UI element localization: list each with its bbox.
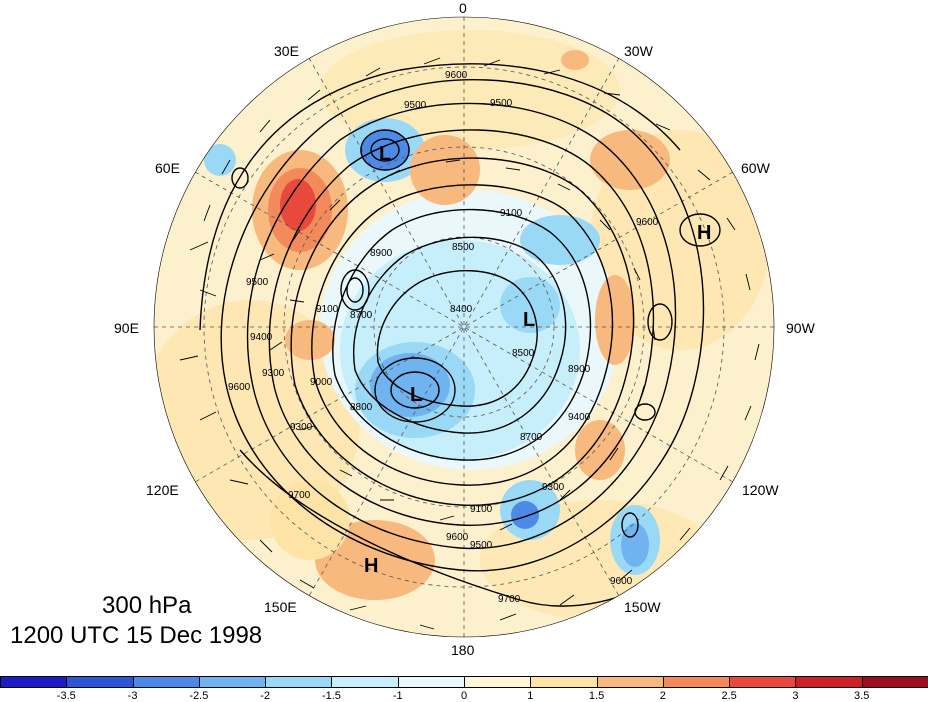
colorbar-tick-label: 3.5 <box>854 690 870 702</box>
contour-label: 8700 <box>350 310 373 321</box>
colorbar-swatch <box>0 676 68 688</box>
colorbar-swatch <box>198 676 267 688</box>
high-center-atlantic: H <box>697 222 711 244</box>
colorbar-swatch <box>530 676 598 688</box>
height-contours <box>199 63 721 607</box>
colorbar-swatch <box>795 676 863 688</box>
contour-label: 8400 <box>450 304 473 315</box>
colorbar-swatch <box>66 676 134 688</box>
longitude-label-60e: 60E <box>155 160 180 176</box>
longitude-label-90w: 90W <box>786 320 815 336</box>
colorbar-swatch <box>397 676 465 688</box>
colorbar: -3.5 -3 -2.5 -2 -1.5 -1 0 1 1.5 2 2.5 3 3.5 <box>0 676 928 702</box>
contour-label: 9400 <box>568 412 591 423</box>
low-center-europe: L <box>379 143 391 165</box>
contour-label: 9300 <box>542 482 565 493</box>
longitude-label-90e: 90E <box>114 320 139 336</box>
colorbar-tick-label: -3 <box>127 690 138 702</box>
contour-label: 9600 <box>228 382 251 393</box>
contour-labels: 9600 9500 9500 9100 8500 8900 8700 8400 … <box>228 70 659 605</box>
colorbar-tick-label: 2.5 <box>721 690 737 702</box>
contour-label: 8900 <box>568 364 591 375</box>
contour-label: 9600 <box>636 217 659 228</box>
colorbar-tick-label: -1.5 <box>321 690 341 702</box>
high-center-pacific: H <box>364 555 378 577</box>
colorbar-swatch <box>132 676 200 688</box>
contour-label: 8500 <box>512 348 535 359</box>
contour-label: 9100 <box>470 504 493 515</box>
contour-label: 9700 <box>498 594 521 605</box>
contour-label: 9100 <box>500 208 523 219</box>
colorbar-swatch <box>596 676 664 688</box>
colorbar-tick-label: 2 <box>659 690 666 702</box>
colorbar-swatch <box>861 676 928 688</box>
colorbar-tick-label: -2.5 <box>189 690 209 702</box>
valid-time-title: 1200 UTC 15 Dec 1998 <box>10 622 263 649</box>
colorbar-tick-label: 3 <box>792 690 799 702</box>
colorbar-swatch <box>729 676 797 688</box>
contour-label: 9700 <box>288 490 311 501</box>
longitude-label-150e: 150E <box>264 599 297 615</box>
longitude-label-30w: 30W <box>624 43 653 59</box>
longitude-label-120w: 120W <box>742 482 779 498</box>
colorbar-tick-label: -2 <box>260 690 271 702</box>
contour-label: 9100 <box>316 304 339 315</box>
contour-label: 8500 <box>452 242 475 253</box>
colorbar-swatch <box>331 676 399 688</box>
longitude-label-0: 0 <box>459 0 467 16</box>
contour-label: 9000 <box>310 377 333 388</box>
pressure-level-title: 300 hPa <box>102 592 192 619</box>
colorbar-tick-label: -1 <box>392 690 403 702</box>
contour-label: 8900 <box>370 248 393 259</box>
colorbar-swatch <box>662 676 731 688</box>
contour-label: 9600 <box>445 70 468 81</box>
contour-label: 9600 <box>610 576 633 587</box>
low-center-siberia: L <box>410 384 422 406</box>
contour-label: 9600 <box>446 532 469 543</box>
colorbar-tick-label: -3.5 <box>56 690 76 702</box>
colorbar-tick-label: 1.5 <box>588 690 605 702</box>
map-boundary <box>153 16 775 638</box>
low-center-canada: L <box>523 309 535 331</box>
longitude-label-120e: 120E <box>146 482 179 498</box>
longitude-label-180: 180 <box>451 642 475 658</box>
colorbar-tick-label: 0 <box>460 690 468 702</box>
contour-label: 9500 <box>490 98 513 109</box>
longitude-label-30e: 30E <box>274 43 299 59</box>
wind-barbs <box>179 57 760 630</box>
longitude-label-60w: 60W <box>741 160 770 176</box>
contour-label: 9500 <box>470 540 493 551</box>
colorbar-swatch <box>265 676 333 688</box>
contour-label: 9500 <box>404 100 427 111</box>
contour-label: 9500 <box>246 277 269 288</box>
longitude-label-150w: 150W <box>624 599 661 615</box>
colorbar-swatch <box>464 676 532 688</box>
graticule <box>154 17 774 637</box>
contour-label: 8700 <box>520 432 543 443</box>
contour-label: 9300 <box>262 368 285 379</box>
contour-label: 8800 <box>350 402 373 413</box>
contour-label: 9400 <box>250 332 273 343</box>
colorbar-tick-label: 1 <box>527 690 534 702</box>
contour-label: 9300 <box>290 422 313 433</box>
